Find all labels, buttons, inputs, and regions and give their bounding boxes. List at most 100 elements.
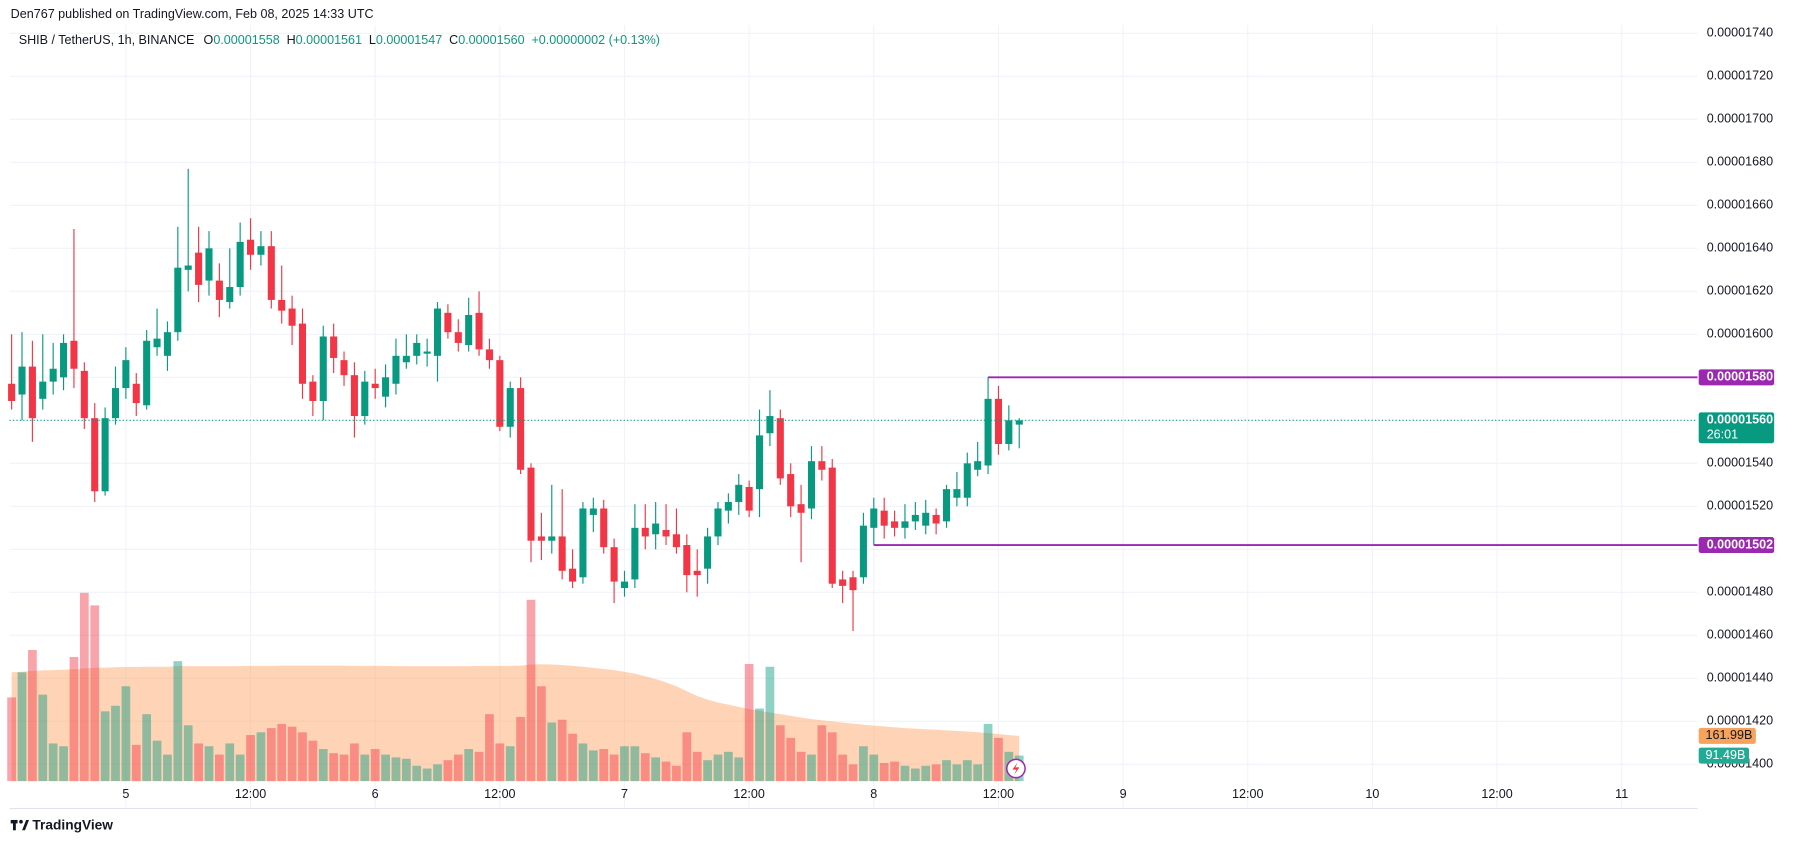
volume-bar: [910, 768, 920, 782]
y-tick-label: 0.00001720: [1707, 69, 1773, 83]
y-tick-label: 0.00001740: [1707, 26, 1773, 40]
candle-body: [298, 323, 307, 384]
volume-bar: [599, 749, 609, 782]
volume-bar: [942, 760, 951, 782]
volume-bar: [817, 725, 827, 782]
candle-body: [454, 332, 462, 343]
candle-body: [756, 435, 764, 490]
volume-bar: [578, 743, 588, 782]
volume-bar: [796, 751, 806, 782]
y-tick-label: 0.00001600: [1707, 327, 1773, 341]
volume-ma-box: [1698, 727, 1756, 744]
volume-bar: [703, 760, 712, 782]
volume-bar: [339, 754, 349, 782]
volume-bar: [173, 661, 183, 782]
candle-body: [496, 360, 504, 427]
candle-body: [257, 246, 265, 255]
candle-body: [1015, 420, 1023, 425]
candle-body: [600, 508, 608, 548]
x-tick-label: 7: [621, 787, 628, 801]
published-note: Den767 published on TradingView.com, Feb…: [11, 7, 374, 21]
candle-body: [350, 375, 358, 417]
change-value: +0.00000002 (+0.13%): [531, 33, 660, 47]
candle-body: [70, 340, 78, 369]
high-value: 0.00001561: [296, 33, 362, 47]
candle-body: [91, 418, 99, 492]
last-price-label: 0.00001560: [1707, 413, 1773, 427]
volume-bar: [952, 764, 962, 782]
volume-bar: [620, 746, 629, 782]
volume-bar: [256, 732, 266, 782]
symbol: SHIB / TetherUS, 1h, BINANCE: [19, 33, 195, 47]
y-tick-label: 0.00001680: [1707, 155, 1773, 169]
volume-bar: [661, 761, 671, 782]
candle-body: [631, 527, 639, 580]
volume-bar: [412, 765, 422, 782]
volume-bar: [890, 761, 899, 782]
candle-body: [413, 342, 421, 356]
candle-body: [8, 383, 16, 401]
candle-body: [174, 267, 182, 333]
volume-bar: [786, 737, 796, 782]
candle-body: [101, 418, 109, 492]
candle-body: [163, 332, 171, 356]
volume-bar: [994, 737, 1003, 782]
volume-bar: [48, 743, 58, 782]
candle-body: [371, 383, 379, 389]
price-line-box: [1698, 369, 1775, 386]
candle-body: [402, 355, 410, 363]
y-tick-label: 0.00001440: [1707, 671, 1773, 685]
candle-body: [465, 314, 473, 346]
volume-bar: [7, 697, 16, 782]
volume-bar: [651, 757, 661, 782]
candle-body: [506, 388, 514, 427]
volume-bar: [443, 760, 453, 782]
candle-body: [548, 536, 556, 541]
candle-body: [569, 568, 577, 582]
candle-body: [485, 349, 493, 361]
candle-body: [714, 508, 722, 537]
volume-bar: [59, 746, 68, 782]
candle-body: [80, 370, 88, 419]
candle-body: [953, 489, 961, 498]
volume-bar: [360, 754, 370, 782]
volume-bar: [879, 762, 889, 782]
x-tick-label: 10: [1365, 787, 1379, 801]
candle-body: [963, 463, 971, 498]
candle-body: [236, 241, 244, 288]
volume-bar: [900, 765, 910, 782]
candle-body: [849, 577, 857, 591]
volume-bar: [931, 764, 941, 782]
volume-bar: [973, 764, 983, 782]
candle-body: [787, 474, 795, 507]
candle-body: [143, 340, 151, 406]
candle-body: [994, 398, 1002, 444]
candle-body: [683, 545, 691, 576]
volume-bar: [422, 768, 432, 782]
candle-body: [60, 342, 68, 378]
x-tick-label: 11: [1615, 787, 1628, 801]
volume-bar: [568, 733, 577, 782]
open-value: 0.00001558: [213, 33, 279, 47]
volume-bar: [734, 757, 744, 782]
last-price-box: [1698, 412, 1775, 444]
candle-body: [475, 312, 483, 350]
volume-bar: [609, 754, 619, 782]
x-tick-label: 12:00: [484, 787, 515, 801]
volume-bar: [17, 672, 27, 782]
volume-bar: [775, 725, 785, 782]
candle-body: [693, 570, 701, 576]
volume-bar: [111, 705, 120, 782]
volume-bar: [921, 765, 931, 782]
candle-body: [828, 467, 836, 584]
candle-body: [901, 521, 909, 528]
volume-bar: [630, 746, 640, 782]
candle-body: [870, 508, 878, 528]
volume-bar: [318, 749, 328, 782]
candle-body: [39, 381, 47, 399]
candle-body: [839, 579, 847, 586]
price-line-label: 0.00001502: [1707, 537, 1773, 551]
volume-bar: [308, 740, 318, 782]
volume-bar: [381, 754, 390, 782]
volume-bar: [848, 764, 858, 782]
